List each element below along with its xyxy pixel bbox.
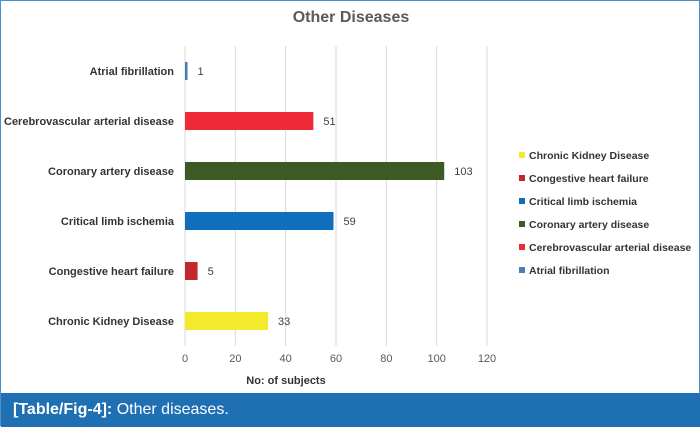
legend-entry: Cerebrovascular arterial disease: [529, 242, 691, 254]
x-tick-label: 100: [427, 353, 445, 365]
category-label: Cerebrovascular arterial disease: [4, 116, 174, 128]
legend: Chronic Kidney Disease Congestive heart f…: [519, 150, 691, 277]
data-label: 1: [198, 66, 204, 78]
chart-title: Other Diseases: [293, 9, 410, 26]
bar: [185, 312, 269, 330]
legend-entry: Atrial fibrillation: [529, 265, 610, 277]
x-tick-label: 120: [478, 353, 496, 365]
data-label: 5: [208, 266, 214, 278]
legend-entry: Coronary artery disease: [529, 219, 649, 231]
legend-entry: Congestive heart failure: [529, 173, 649, 185]
x-tick-label: 60: [330, 353, 342, 365]
legend-swatch: [519, 175, 525, 181]
legend-entry: Critical limb ischemia: [529, 196, 637, 208]
x-tick-label: 80: [380, 353, 392, 365]
gridlines: [184, 46, 488, 346]
bar: [185, 162, 445, 180]
x-axis-title: No: of subjects: [246, 375, 325, 387]
x-tick-label: 20: [229, 353, 241, 365]
bar: [185, 112, 314, 130]
data-label: 59: [343, 216, 355, 228]
chart: Other Diseases 0 20 40 60 80 100 120 Atrial fib…: [4, 9, 691, 387]
data-label: 33: [278, 316, 290, 328]
category-label: Chronic Kidney Disease: [48, 316, 174, 328]
caption-text: Other diseases.: [116, 401, 229, 418]
x-tick-label: 0: [182, 353, 188, 365]
legend-swatch: [519, 198, 525, 204]
category-label: Congestive heart failure: [49, 266, 174, 278]
category-label: Coronary artery disease: [48, 166, 174, 178]
legend-swatch: [519, 152, 525, 158]
legend-swatch: [519, 244, 525, 250]
data-label: 103: [454, 166, 472, 178]
figure-caption: [Table/Fig-4]: Other diseases.: [1, 393, 700, 427]
bars: [185, 62, 445, 330]
legend-swatch: [519, 221, 525, 227]
x-tick-label: 40: [280, 353, 292, 365]
legend-swatch: [519, 267, 525, 273]
data-label: 51: [323, 116, 335, 128]
category-label: Critical limb ischemia: [61, 216, 175, 228]
labels: 0 20 40 60 80 100 120 Atrial fibrillation 1 Cereb…: [4, 66, 496, 365]
category-label: Atrial fibrillation: [90, 66, 175, 78]
bar: [185, 262, 198, 280]
bar: [185, 212, 334, 230]
bar: [185, 62, 188, 80]
legend-entry: Chronic Kidney Disease: [529, 150, 649, 162]
caption-label: [Table/Fig-4]:: [13, 401, 113, 418]
